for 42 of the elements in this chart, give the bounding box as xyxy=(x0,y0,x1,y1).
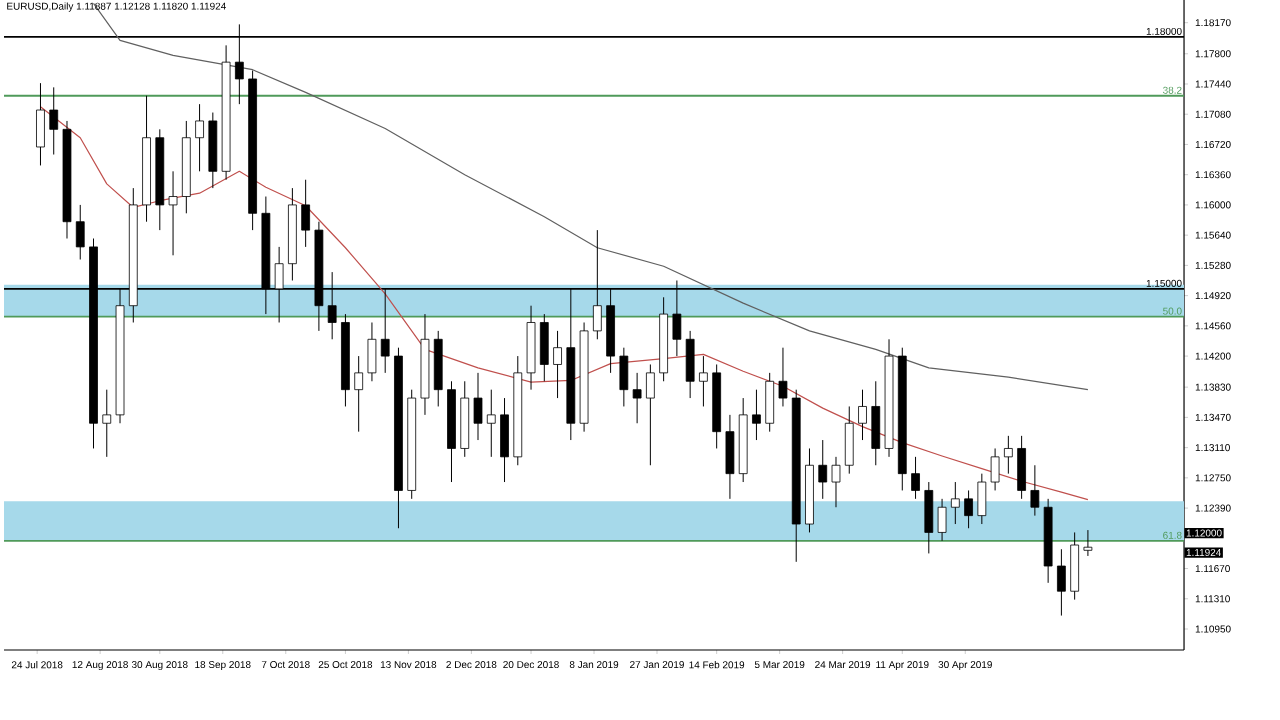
candlestick xyxy=(977,473,987,525)
candlestick xyxy=(858,389,867,441)
candlestick xyxy=(75,204,85,260)
candlestick xyxy=(500,397,509,483)
candlestick xyxy=(49,86,59,156)
candlestick xyxy=(486,389,496,458)
candlestick xyxy=(818,439,828,500)
candlestick xyxy=(473,372,483,441)
candlestick xyxy=(1030,464,1040,517)
candlestick xyxy=(831,456,841,508)
candlestick xyxy=(924,481,934,554)
candlestick xyxy=(752,389,761,441)
candlestick xyxy=(367,321,377,382)
candlestick xyxy=(844,405,854,475)
candlestick xyxy=(1083,529,1093,557)
candlestick xyxy=(964,489,973,529)
candlestick xyxy=(1057,548,1066,617)
candlestick xyxy=(911,456,920,500)
candlestick xyxy=(871,380,881,466)
candlestick xyxy=(765,372,775,433)
candlestick xyxy=(950,481,960,525)
line-series xyxy=(39,106,1089,501)
candlestick xyxy=(36,82,45,166)
candlestick xyxy=(990,447,1000,491)
candlestick xyxy=(553,330,562,399)
candlestick xyxy=(195,103,204,172)
candlestick xyxy=(778,347,788,407)
candlestick xyxy=(539,313,549,382)
candlestick xyxy=(1017,435,1026,500)
candlestick xyxy=(1003,435,1013,475)
candlestick xyxy=(685,330,695,399)
candlestick xyxy=(301,179,311,248)
candlestick xyxy=(632,372,642,424)
candlestick xyxy=(168,170,178,256)
candlestick xyxy=(725,414,735,500)
candlestick xyxy=(645,363,655,466)
candlestick xyxy=(102,389,112,458)
candlestick xyxy=(699,355,708,407)
candlestick xyxy=(354,355,364,433)
candlestick xyxy=(937,498,947,542)
candlestick xyxy=(1070,531,1080,601)
candlestick xyxy=(619,347,629,407)
